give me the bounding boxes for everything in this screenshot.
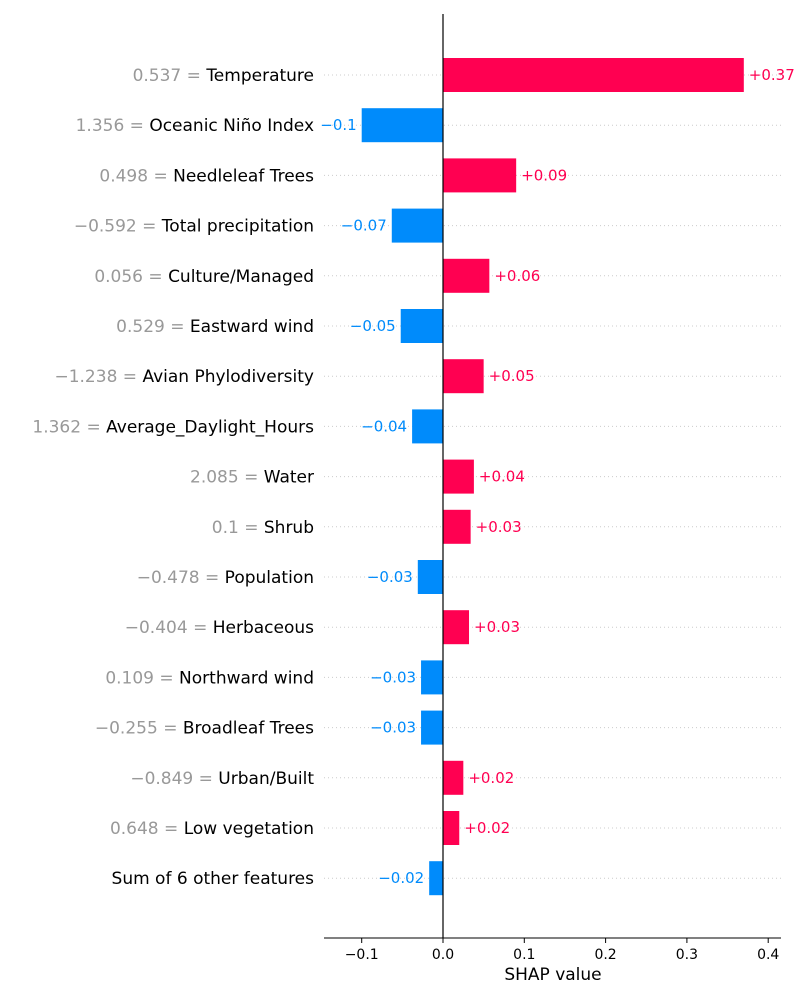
bar-value-label: +0.03 (476, 518, 522, 536)
feature-label: 2.085 = Water (190, 468, 314, 488)
feature-name: Avian Phylodiversity (142, 367, 314, 387)
bar (443, 811, 460, 845)
bar-value-label: −0.04 (361, 417, 407, 435)
feature-value: −0.478 = (137, 568, 225, 588)
bar (443, 258, 490, 293)
x-tick-label: 0.2 (594, 947, 616, 963)
feature-value: 0.498 = (99, 166, 173, 186)
bar (443, 509, 471, 544)
feature-label: 0.537 = Temperature (133, 66, 314, 86)
feature-name: Eastward wind (190, 317, 314, 337)
feature-name: Urban/Built (218, 769, 314, 789)
bar-value-label: +0.03 (474, 618, 520, 636)
feature-label: 0.1 = Shrub (212, 518, 314, 538)
bar (443, 459, 474, 494)
feature-value: 0.056 = (94, 267, 168, 287)
feature-label: 0.109 = Northward wind (105, 668, 314, 688)
feature-name: Oceanic Niño Index (149, 116, 314, 136)
x-ticks: −0.1 0.0 0.1 0.2 0.3 0.4 (345, 938, 779, 963)
feature-value: 1.356 = (76, 116, 150, 136)
x-axis-title: SHAP value (504, 965, 601, 985)
x-tick-label: 0.1 (513, 947, 535, 963)
bar (417, 560, 443, 594)
feature-name: Northward wind (179, 668, 314, 688)
bar (391, 208, 443, 243)
feature-label: 0.056 = Culture/Managed (94, 267, 314, 287)
feature-value: −1.238 = (54, 367, 142, 387)
feature-label: −0.404 = Herbaceous (125, 618, 314, 638)
feature-value: −0.404 = (125, 618, 213, 638)
bar-value-labels: +0.37 −0.1 +0.09 −0.07 +0.06 −0.05 +0.05 −0.04 +… (320, 66, 795, 887)
x-tick-label: −0.1 (345, 947, 379, 963)
bar (443, 158, 517, 193)
x-axis: −0.1 0.0 0.1 0.2 0.3 0.4 SHAP value (324, 937, 781, 985)
bar (361, 108, 443, 143)
x-tick-label: 0.3 (676, 947, 698, 963)
bar (443, 610, 470, 645)
feature-name: Population (225, 568, 314, 588)
feature-label: 1.356 = Oceanic Niño Index (76, 116, 314, 136)
bar-value-label: −0.03 (367, 568, 413, 586)
feature-label: −1.238 = Avian Phylodiversity (54, 367, 314, 387)
x-tick-label: 0.0 (432, 947, 454, 963)
feature-value: −0.255 = (95, 719, 183, 739)
feature-name: Water (264, 468, 314, 488)
bar-value-label: +0.04 (479, 468, 525, 486)
feature-value: −0.849 = (130, 769, 218, 789)
feature-name: Average_Daylight_Hours (106, 417, 314, 437)
bar (443, 58, 744, 92)
bar (400, 309, 443, 343)
bar (429, 861, 443, 896)
feature-name: Culture/Managed (168, 267, 314, 287)
feature-value: 1.362 = (32, 417, 106, 437)
bar-value-label: +0.05 (489, 367, 535, 385)
bar-value-label: −0.05 (350, 317, 396, 335)
bar (443, 359, 484, 394)
bar (421, 660, 443, 695)
feature-name: Broadleaf Trees (183, 719, 314, 739)
feature-name: Sum of 6 other features (112, 869, 315, 889)
bar (443, 760, 464, 795)
feature-label: Sum of 6 other features (112, 869, 315, 889)
feature-name: Needleleaf Trees (173, 166, 314, 186)
feature-value: 0.109 = (105, 668, 179, 688)
bar-value-label: −0.07 (341, 217, 387, 235)
feature-name: Shrub (264, 518, 314, 538)
feature-value: 0.537 = (133, 66, 207, 86)
feature-label: 0.498 = Needleleaf Trees (99, 166, 314, 186)
feature-label: 0.529 = Eastward wind (116, 317, 314, 337)
bar-value-label: +0.02 (464, 819, 510, 837)
feature-value: 0.529 = (116, 317, 190, 337)
bar-value-label: +0.06 (494, 267, 540, 285)
feature-name: Low vegetation (184, 819, 314, 839)
bar-value-label: −0.03 (370, 668, 416, 686)
feature-name: Herbaceous (213, 618, 314, 638)
feature-name: Total precipitation (161, 217, 314, 237)
feature-label: −0.478 = Population (137, 568, 314, 588)
bar (412, 409, 443, 444)
bar-value-label: +0.37 (749, 66, 795, 84)
feature-label: −0.592 = Total precipitation (74, 217, 314, 237)
feature-value: −0.592 = (74, 217, 162, 237)
x-tick-label: 0.4 (757, 947, 779, 963)
feature-label: 0.648 = Low vegetation (110, 819, 314, 839)
bar-value-label: +0.09 (521, 166, 567, 184)
feature-label: −0.849 = Urban/Built (130, 769, 314, 789)
feature-value: 0.1 = (212, 518, 264, 538)
feature-value: 2.085 = (190, 468, 264, 488)
feature-value: 0.648 = (110, 819, 184, 839)
feature-label: −0.255 = Broadleaf Trees (95, 719, 314, 739)
feature-label: 1.362 = Average_Daylight_Hours (32, 417, 314, 437)
row-gridlines (324, 74, 781, 879)
bars (361, 58, 744, 896)
feature-name: Temperature (205, 66, 314, 86)
bar-value-label: −0.02 (378, 869, 424, 887)
bar (421, 710, 443, 745)
bar-value-label: −0.1 (320, 116, 356, 134)
bar-value-label: +0.02 (468, 769, 514, 787)
feature-labels: 0.537 = Temperature 1.356 = Oceanic Niño … (32, 66, 314, 889)
bar-value-label: −0.03 (370, 719, 416, 737)
